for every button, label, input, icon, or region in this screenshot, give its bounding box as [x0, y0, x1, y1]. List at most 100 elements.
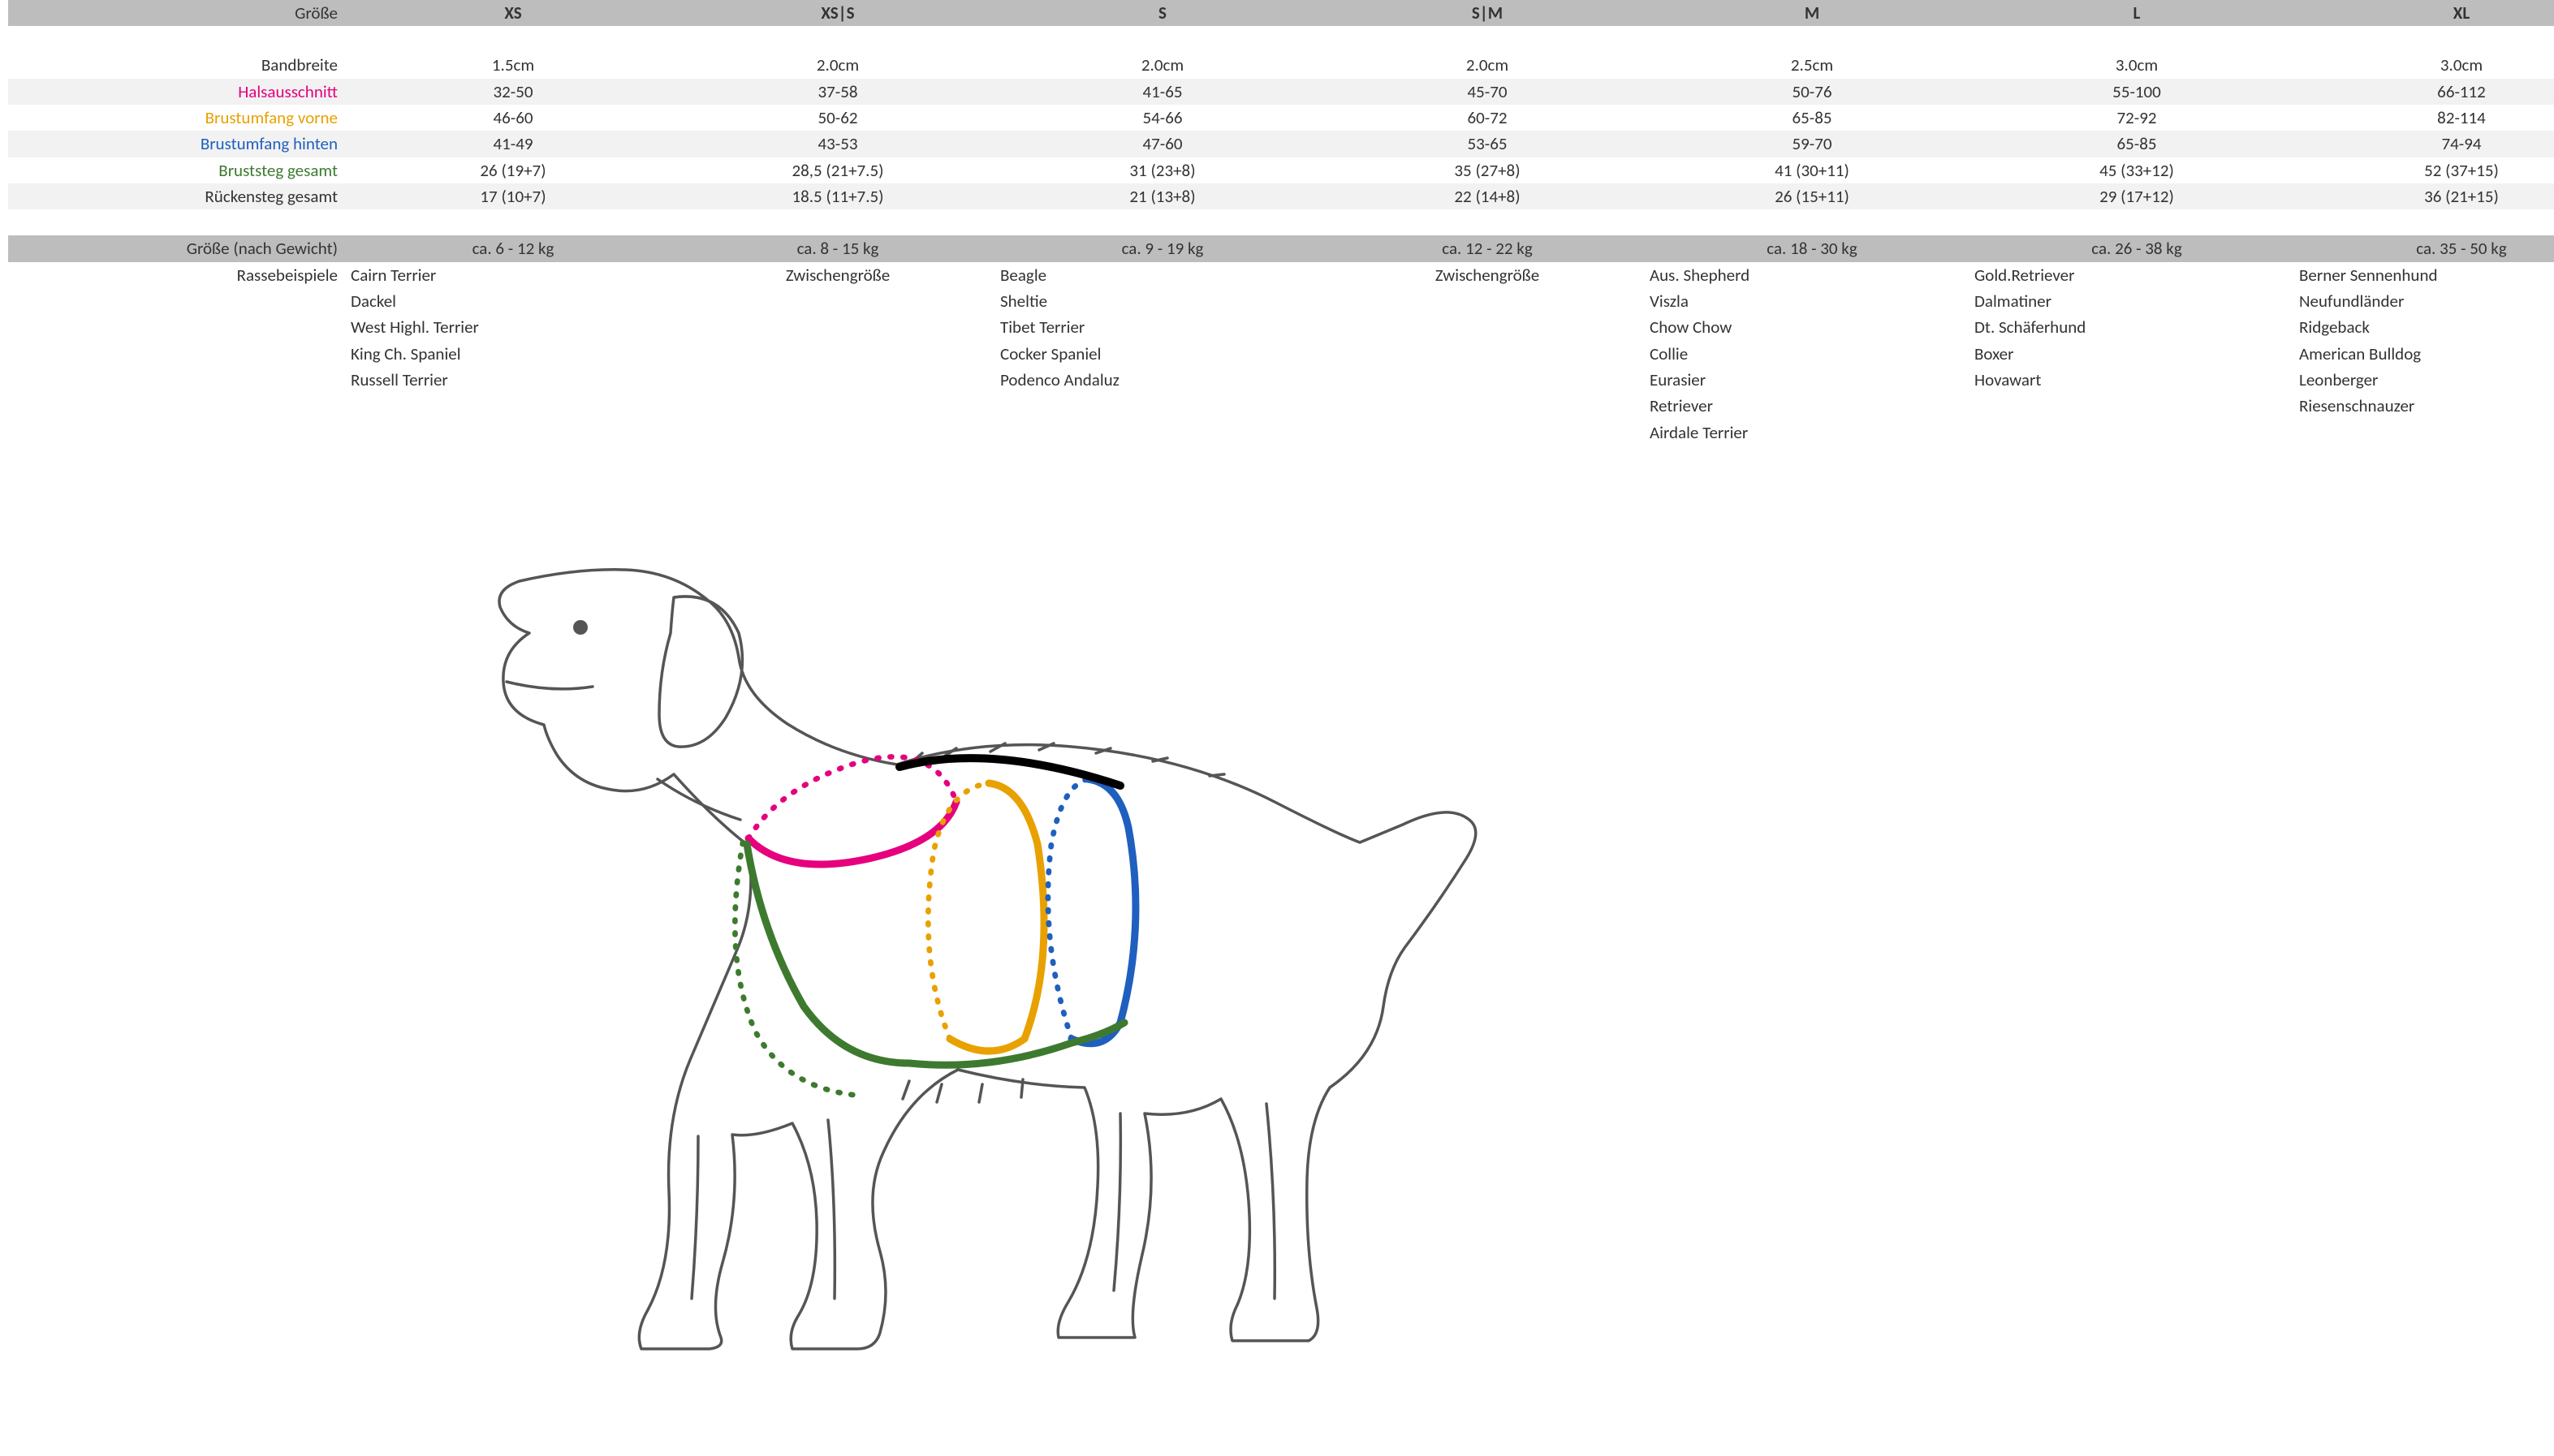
weight-3: ca. 12 - 22 kg — [1325, 235, 1650, 261]
breed-cell: Berner Sennenhund — [2299, 262, 2554, 288]
table-row: Bruststeg gesamt26 (19+7)28,5 (21+7.5)31… — [8, 157, 2554, 183]
breed-cell: Tibet Terrier — [1000, 314, 1325, 340]
breed-row: King Ch. SpanielCocker SpanielCollieBoxe… — [8, 341, 2554, 367]
row-value: 72-92 — [1974, 105, 2299, 131]
breed-cell: Airdale Terrier — [1650, 420, 1974, 446]
loop-halsausschnitt-solid — [749, 802, 956, 864]
row-value: 37-58 — [675, 79, 1000, 105]
header-row: Größe XS XS|S S S|M M L XL — [8, 0, 2554, 26]
row-value: 2.0cm — [675, 52, 1000, 78]
row-value: 45 (33+12) — [1974, 157, 2299, 183]
row-label: Bandbreite — [8, 52, 351, 78]
dog-eye-icon — [573, 620, 588, 635]
row-value: 74-94 — [2299, 131, 2554, 157]
breed-cell — [1000, 393, 1325, 419]
breed-cell — [1974, 393, 2299, 419]
hdr-xs: XS — [351, 0, 675, 26]
breed-cell: Hovawart — [1974, 367, 2299, 393]
row-label: Halsausschnitt — [8, 79, 351, 105]
breed-cell: Russell Terrier — [351, 367, 675, 393]
breed-cell: Gold.Retriever — [1974, 262, 2299, 288]
weight-1: ca. 8 - 15 kg — [675, 235, 1000, 261]
row-value: 65-85 — [1974, 131, 2299, 157]
table-row: Brustumfang hinten41-4943-5347-6053-6559… — [8, 131, 2554, 157]
row-value: 21 (13+8) — [1000, 183, 1325, 209]
row-value: 1.5cm — [351, 52, 675, 78]
breed-cell: Dalmatiner — [1974, 288, 2299, 314]
breed-cell: Cairn Terrier — [351, 262, 675, 288]
loop-brustumfang-hinten-dotted — [1048, 779, 1088, 1039]
breed-cell: Podenco Andaluz — [1000, 367, 1325, 393]
breed-cell: Dackel — [351, 288, 675, 314]
breed-cell: Zwischengröße — [1325, 262, 1650, 288]
breed-cell: Beagle — [1000, 262, 1325, 288]
loop-halsausschnitt-dotted — [749, 756, 956, 838]
breed-cell: Boxer — [1974, 341, 2299, 367]
row-value: 35 (27+8) — [1325, 157, 1650, 183]
breed-row: West Highl. TerrierTibet TerrierChow Cho… — [8, 314, 2554, 340]
row-label: Brustumfang vorne — [8, 105, 351, 131]
breed-cell: Viszla — [1650, 288, 1974, 314]
hdr-xss: XS|S — [675, 0, 1000, 26]
weight-4: ca. 18 - 30 kg — [1650, 235, 1974, 261]
breed-cell: American Bulldog — [2299, 341, 2554, 367]
row-value: 31 (23+8) — [1000, 157, 1325, 183]
row-value: 32-50 — [351, 79, 675, 105]
row-value: 26 (15+11) — [1650, 183, 1974, 209]
row-value: 43-53 — [675, 131, 1000, 157]
dog-diagram — [455, 438, 1542, 1412]
loop-brustumfang-vorne-dotted — [928, 783, 989, 1039]
row-value: 54-66 — [1000, 105, 1325, 131]
row-value: 55-100 — [1974, 79, 2299, 105]
row-value: 65-85 — [1650, 105, 1974, 131]
weight-label: Größe (nach Gewicht) — [8, 235, 351, 261]
row-label: Bruststeg gesamt — [8, 157, 351, 183]
row-value: 2.0cm — [1325, 52, 1650, 78]
table-row: Bandbreite1.5cm2.0cm2.0cm2.0cm2.5cm3.0cm… — [8, 52, 2554, 78]
row-value: 47-60 — [1000, 131, 1325, 157]
row-value: 41-49 — [351, 131, 675, 157]
row-value: 3.0cm — [2299, 52, 2554, 78]
row-label: Rückensteg gesamt — [8, 183, 351, 209]
weight-0: ca. 6 - 12 kg — [351, 235, 675, 261]
row-value: 60-72 — [1325, 105, 1650, 131]
row-value: 3.0cm — [1974, 52, 2299, 78]
weight-5: ca. 26 - 38 kg — [1974, 235, 2299, 261]
breed-row: Russell Terrier Podenco Andaluz EurasierHo… — [8, 367, 2554, 393]
row-value: 46-60 — [351, 105, 675, 131]
breed-cell — [675, 341, 1000, 367]
breed-cell: Ridgeback — [2299, 314, 2554, 340]
breed-cell — [1325, 288, 1650, 314]
row-value: 2.0cm — [1000, 52, 1325, 78]
breed-cell — [675, 367, 1000, 393]
loop-brustumfang-vorne-solid — [950, 783, 1044, 1051]
dog-outline — [499, 570, 1476, 1349]
row-value: 26 (19+7) — [351, 157, 675, 183]
breed-cell: Eurasier — [1650, 367, 1974, 393]
loop-brustumfang-hinten-solid — [1072, 779, 1136, 1044]
row-value: 52 (37+15) — [2299, 157, 2554, 183]
breed-row: DackelSheltieViszlaDalmatinerNeufundländ… — [8, 288, 2554, 314]
row-value: 36 (21+15) — [2299, 183, 2554, 209]
breed-cell — [675, 288, 1000, 314]
row-value: 50-76 — [1650, 79, 1974, 105]
loop-bruststeg-solid — [747, 844, 1124, 1065]
breeds-label: Rassebeispiele — [8, 262, 351, 288]
breed-cell — [1325, 341, 1650, 367]
table-row: Halsausschnitt32-5037-5841-6545-7050-765… — [8, 79, 2554, 105]
weight-row: Größe (nach Gewicht) ca. 6 - 12 kg ca. 8… — [8, 235, 2554, 261]
breed-row: RassebeispieleCairn Terrier Zwischengröße… — [8, 262, 2554, 288]
size-table: Größe XS XS|S S S|M M L XL Bandbreite1.5… — [8, 0, 2554, 446]
breed-cell — [675, 314, 1000, 340]
breed-row: RetrieverRiesenschnauzer — [8, 393, 2554, 419]
breed-cell — [1325, 393, 1650, 419]
hdr-l: L — [1974, 0, 2299, 26]
row-value: 18.5 (11+7.5) — [675, 183, 1000, 209]
breed-cell: Retriever — [1650, 393, 1974, 419]
hdr-s: S — [1000, 0, 1325, 26]
breed-cell: Sheltie — [1000, 288, 1325, 314]
breed-cell — [1974, 420, 2299, 446]
breed-cell: Aus. Shepherd — [1650, 262, 1974, 288]
hdr-xl: XL — [2299, 0, 2554, 26]
hdr-label: Größe — [8, 0, 351, 26]
